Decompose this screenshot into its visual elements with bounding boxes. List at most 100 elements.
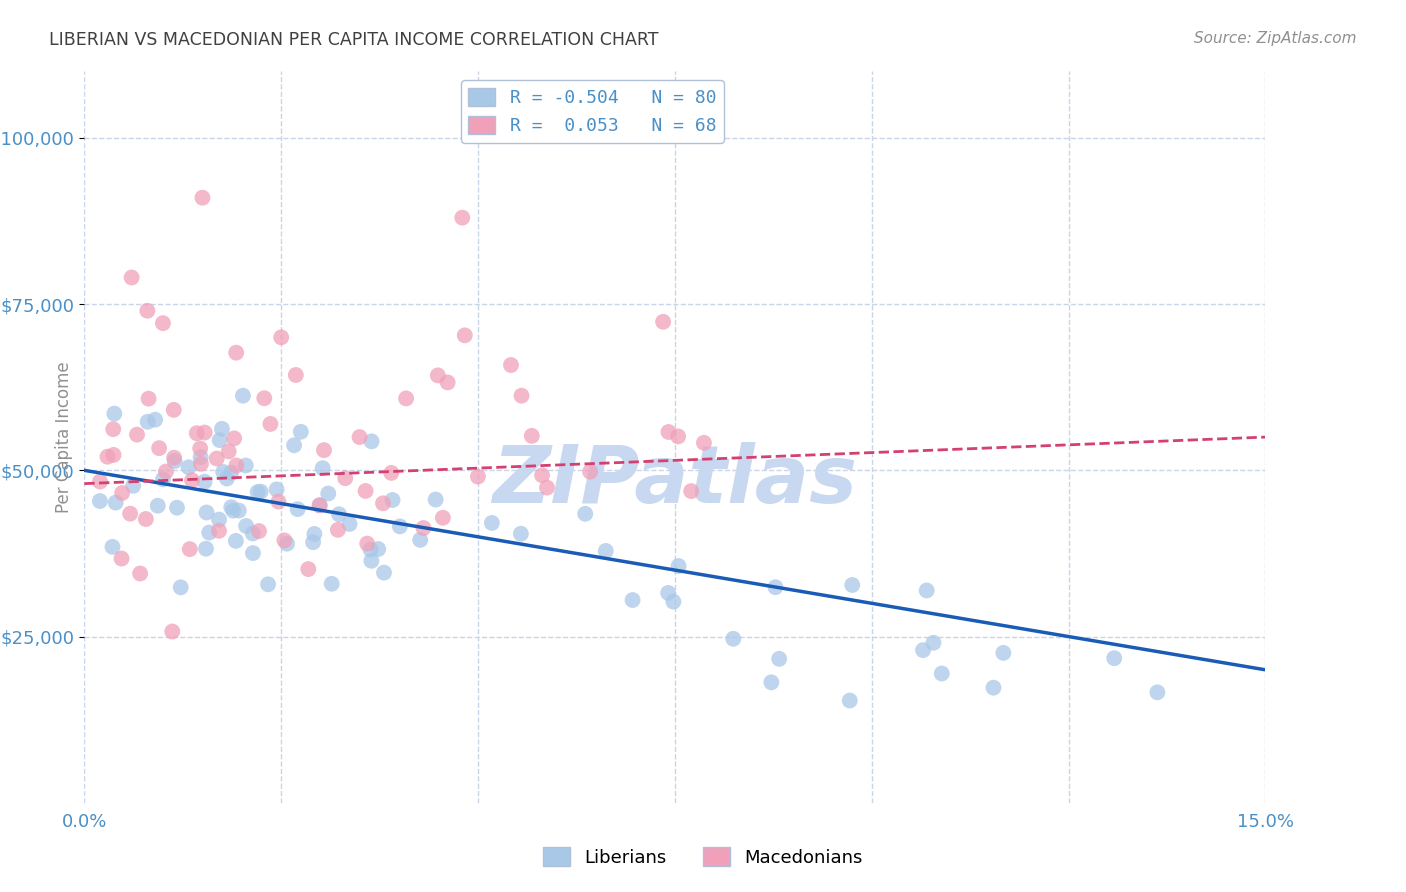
Point [761, 675, 783, 690]
Point [339, 516, 361, 531]
Point [276, 537, 298, 551]
Point [693, 435, 716, 450]
Point [321, 576, 343, 591]
Point [426, 368, 449, 383]
Point [912, 643, 935, 657]
Point [681, 484, 703, 499]
Point [103, 448, 125, 462]
Legend: Liberians, Macedonians: Liberians, Macedonians [536, 840, 870, 874]
Point [381, 493, 404, 508]
Point [242, 546, 264, 560]
Point [273, 533, 295, 548]
Point [249, 484, 271, 499]
Point [657, 586, 679, 600]
Point [225, 533, 247, 548]
Point [221, 500, 243, 515]
Point [186, 426, 208, 441]
Point [103, 407, 125, 421]
Point [259, 417, 281, 431]
Point [595, 544, 617, 558]
Point [481, 516, 503, 530]
Point [129, 566, 152, 581]
Point [838, 693, 860, 707]
Point [195, 506, 218, 520]
Point [235, 458, 257, 473]
Point [666, 429, 689, 443]
Point [111, 486, 134, 500]
Point [228, 503, 250, 517]
Point [668, 559, 690, 574]
Point [499, 358, 522, 372]
Point [287, 502, 309, 516]
Point [242, 526, 264, 541]
Point [931, 666, 953, 681]
Point [841, 578, 863, 592]
Point [922, 636, 945, 650]
Point [194, 475, 217, 489]
Point [652, 315, 675, 329]
Point [194, 425, 217, 440]
Point [148, 441, 170, 455]
Point [225, 458, 247, 473]
Point [354, 483, 377, 498]
Point [143, 413, 166, 427]
Point [163, 454, 186, 468]
Point [198, 525, 221, 540]
Point [219, 466, 242, 480]
Point [765, 580, 787, 594]
Point [380, 466, 402, 480]
Point [181, 473, 204, 487]
Point [409, 533, 432, 547]
Point [308, 498, 330, 512]
Point [993, 646, 1015, 660]
Point [208, 513, 231, 527]
Point [621, 593, 644, 607]
Text: Source: ZipAtlas.com: Source: ZipAtlas.com [1194, 31, 1357, 46]
Point [253, 391, 276, 405]
Point [138, 392, 160, 406]
Point [104, 495, 127, 509]
Point [162, 624, 184, 639]
Point [166, 500, 188, 515]
Point [657, 425, 679, 439]
Point [579, 465, 602, 479]
Text: LIBERIAN VS MACEDONIAN PER CAPITA INCOME CORRELATION CHART: LIBERIAN VS MACEDONIAN PER CAPITA INCOME… [49, 31, 658, 49]
Point [120, 507, 142, 521]
Point [247, 524, 270, 538]
Point [155, 465, 177, 479]
Point [284, 368, 307, 382]
Point [395, 392, 418, 406]
Legend: R = -0.504   N = 80, R =  0.053   N = 68: R = -0.504 N = 80, R = 0.053 N = 68 [461, 80, 724, 143]
Point [360, 542, 382, 557]
Point [283, 438, 305, 452]
Point [225, 345, 247, 359]
Point [267, 494, 290, 508]
Point [297, 562, 319, 576]
Point [432, 510, 454, 524]
Point [531, 468, 554, 483]
Point [290, 425, 312, 439]
Point [170, 580, 193, 594]
Point [356, 536, 378, 550]
Point [425, 492, 447, 507]
Point [257, 577, 280, 591]
Point [211, 422, 233, 436]
Point [574, 507, 596, 521]
Point [188, 442, 211, 456]
Point [103, 422, 125, 436]
Point [215, 471, 238, 485]
Point [302, 535, 325, 549]
Point [270, 330, 292, 344]
Point [723, 632, 745, 646]
Point [328, 508, 350, 522]
Point [232, 389, 254, 403]
Point [335, 471, 357, 485]
Point [311, 461, 333, 475]
Point [436, 376, 458, 390]
Point [467, 469, 489, 483]
Point [1102, 651, 1125, 665]
Point [190, 457, 212, 471]
Text: ZIPatlas: ZIPatlas [492, 442, 858, 520]
Point [222, 503, 245, 517]
Point [454, 328, 477, 343]
